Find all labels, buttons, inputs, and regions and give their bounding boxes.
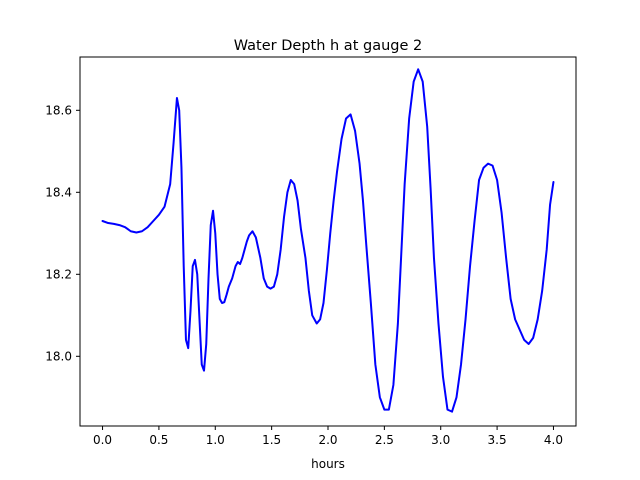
x-tick-label: 2.0 bbox=[318, 433, 337, 447]
x-tick-label: 0.5 bbox=[149, 433, 168, 447]
chart-title: Water Depth h at gauge 2 bbox=[234, 38, 422, 54]
x-tick-label: 3.5 bbox=[488, 433, 507, 447]
x-tick-label: 4.0 bbox=[544, 433, 563, 447]
y-tick-label: 18.4 bbox=[45, 185, 72, 199]
series-line bbox=[101, 68, 555, 413]
x-tick-label: 1.5 bbox=[262, 433, 281, 447]
x-axis-label: hours bbox=[311, 457, 345, 471]
y-tick-label: 18.6 bbox=[45, 103, 72, 117]
y-tick-label: 18.2 bbox=[45, 267, 72, 281]
y-tick-label: 18.0 bbox=[45, 349, 72, 363]
y-axis-ticks: 18.0 18.2 18.4 18.6 bbox=[45, 103, 80, 363]
x-tick-label: 0.0 bbox=[93, 433, 112, 447]
x-axis-ticks: 0.0 0.5 1.0 1.5 2.0 2.5 3.0 3.5 4.0 bbox=[93, 426, 563, 447]
x-tick-label: 2.5 bbox=[375, 433, 394, 447]
x-tick-label: 1.0 bbox=[206, 433, 225, 447]
x-tick-label: 3.0 bbox=[431, 433, 450, 447]
